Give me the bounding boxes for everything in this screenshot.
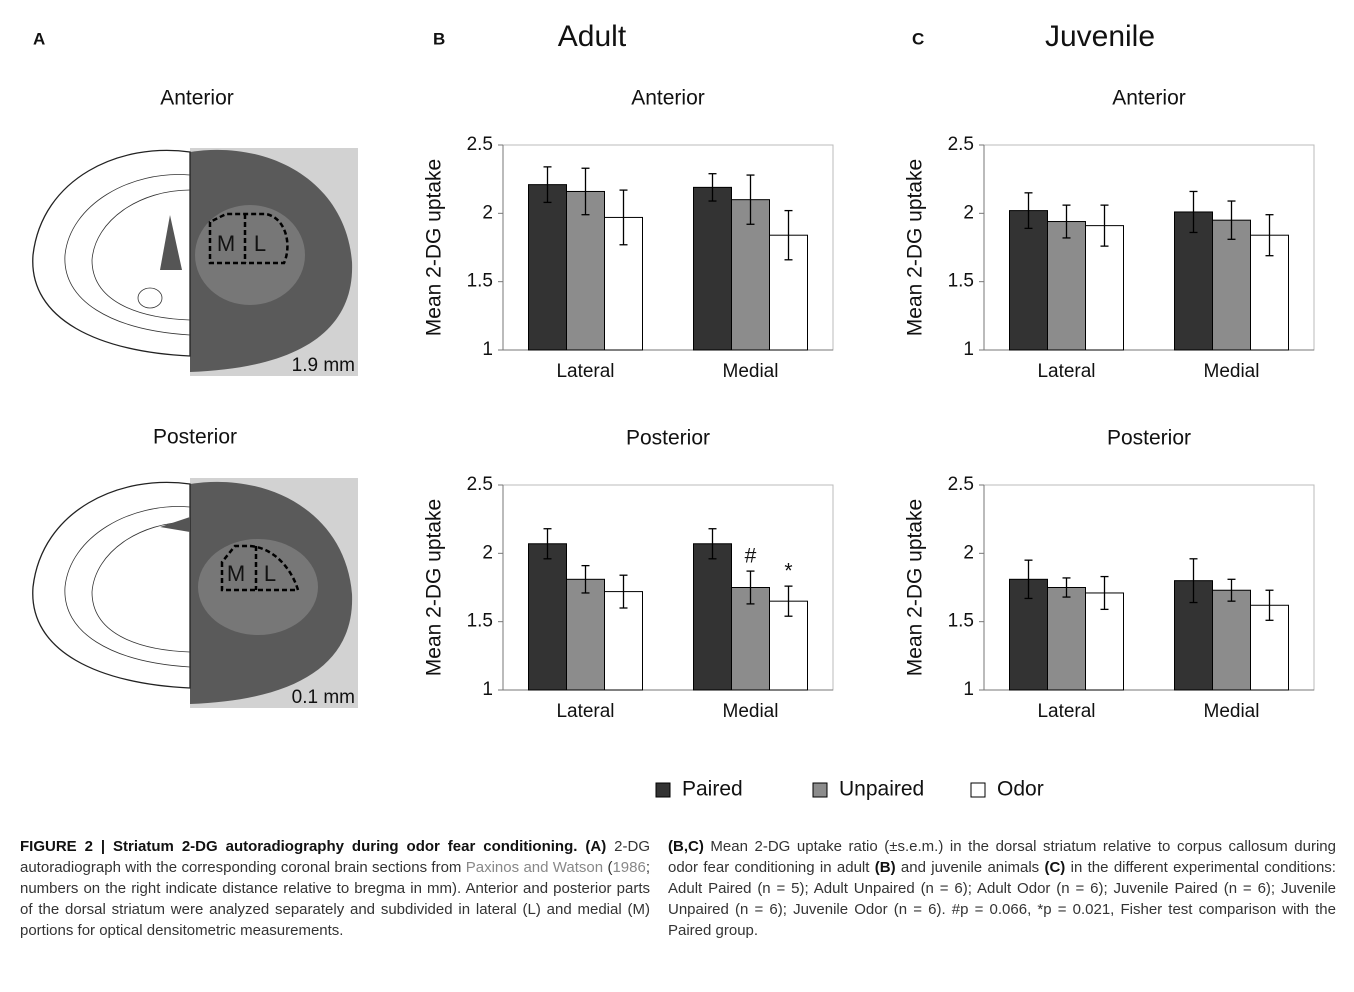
y-tick-label: 2.5 [948, 134, 974, 155]
atlas-line [91, 189, 191, 321]
posterior-section: M L 0.1 mm [32, 478, 358, 708]
y-axis-label: Mean 2-DG uptake [423, 159, 446, 336]
caption-text: 2-DG autoradiograph with the correspondi… [20, 838, 650, 876]
atlas-outline [32, 481, 191, 689]
y-tick-label: 1.5 [467, 271, 493, 292]
y-tick-label: 1 [963, 679, 974, 700]
citation[interactable]: 1986 [612, 859, 646, 876]
roi-label: L [264, 561, 276, 586]
x-tick-label: Medial [723, 701, 779, 722]
y-tick-label: 1.5 [467, 611, 493, 632]
y-tick-label: 2.5 [467, 474, 493, 495]
x-tick-label: Medial [1204, 701, 1260, 722]
caption-ref: (C) [1044, 859, 1066, 876]
atlas-line [137, 287, 163, 309]
citation[interactable]: Paxinos and Watson [465, 859, 604, 876]
legend-label: Paired [682, 778, 743, 801]
x-tick-label: Lateral [556, 361, 614, 382]
y-tick-label: 2.5 [467, 134, 493, 155]
bar [528, 184, 567, 351]
atlas-line [64, 174, 191, 336]
bar [1047, 221, 1086, 351]
y-tick-label: 2 [963, 542, 974, 563]
bar [1047, 587, 1086, 691]
x-tick-label: Medial [723, 361, 779, 382]
roi-label: M [217, 231, 235, 256]
bar [1174, 211, 1213, 351]
caption-ref: (A) [585, 838, 607, 855]
significance-mark: * [784, 560, 792, 583]
roi-label: M [227, 561, 245, 586]
bar [1212, 219, 1251, 351]
x-tick-label: Lateral [1037, 701, 1095, 722]
roi-outline [208, 212, 289, 265]
y-axis-label: Mean 2-DG uptake [423, 499, 446, 676]
figure: A B C Adult Juvenile Anterior Posterior … [32, 20, 1315, 801]
caption-left: FIGURE 2 | Striatum 2-DG autoradiography… [20, 836, 650, 941]
y-tick-label: 2 [482, 542, 493, 563]
x-tick-label: Lateral [556, 701, 614, 722]
legend-swatch [970, 782, 986, 798]
caption-text: Mean 2-DG uptake ratio (±s.e.m.) in the … [668, 838, 1336, 876]
panel-label: B [433, 29, 445, 48]
bar [731, 587, 770, 691]
bar [693, 543, 732, 691]
caption-text: and juvenile animals [895, 859, 1045, 876]
bar [1009, 210, 1048, 351]
y-axis-label: Mean 2-DG uptake [904, 159, 927, 336]
depth-label: 0.1 mm [292, 687, 355, 708]
legend-label: Odor [997, 778, 1044, 801]
y-tick-label: 1 [482, 339, 493, 360]
caption-right: (B,C) Mean 2-DG uptake ratio (±s.e.m.) i… [668, 836, 1336, 941]
section-title: Anterior [160, 87, 234, 110]
y-tick-label: 1.5 [948, 611, 974, 632]
section-title: Posterior [153, 426, 237, 449]
chart-title: Anterior [631, 87, 705, 110]
x-tick-label: Medial [1204, 361, 1260, 382]
depth-label: 1.9 mm [292, 355, 355, 376]
y-tick-label: 1 [482, 679, 493, 700]
atlas-line [91, 521, 191, 653]
caption-text: ( [603, 859, 613, 876]
chart-title: Posterior [626, 427, 710, 450]
panel-label: A [33, 29, 45, 48]
atlas-outline [32, 149, 191, 357]
chart-title: Anterior [1112, 87, 1186, 110]
roi-label: L [254, 231, 266, 256]
caption-ref: (B) [874, 859, 896, 876]
heading: Juvenile [1045, 20, 1155, 53]
y-tick-label: 2 [963, 202, 974, 223]
anterior-section: M L 1.9 mm [32, 148, 358, 376]
chart-title: Posterior [1107, 427, 1191, 450]
significance-mark: # [745, 545, 757, 568]
caption-ref: (B,C) [668, 838, 704, 855]
legend-swatch [812, 782, 828, 798]
bar [566, 578, 605, 691]
atlas-ventricle [160, 517, 190, 532]
bar [693, 186, 732, 351]
x-tick-label: Lateral [1037, 361, 1095, 382]
atlas-line [64, 506, 191, 668]
y-tick-label: 1.5 [948, 271, 974, 292]
atlas-ventricle [160, 215, 182, 270]
bar [1250, 604, 1289, 691]
caption-text: ; numbers on the right indicate distance… [20, 859, 650, 939]
striatum-image [198, 539, 318, 635]
y-tick-label: 2 [482, 202, 493, 223]
bar [528, 543, 567, 691]
caption-title: FIGURE 2 | Striatum 2-DG autoradiography… [20, 838, 578, 855]
caption-text: in the different experimental conditions… [668, 859, 1336, 939]
legend-swatch [655, 782, 671, 798]
y-axis-label: Mean 2-DG uptake [904, 499, 927, 676]
y-tick-label: 2.5 [948, 474, 974, 495]
roi-outline [220, 544, 300, 592]
legend-label: Unpaired [839, 778, 924, 801]
striatum-image [195, 205, 305, 305]
y-tick-label: 1 [963, 339, 974, 360]
heading: Adult [558, 20, 627, 53]
panel-label: C [912, 29, 924, 48]
bar [1212, 589, 1251, 691]
